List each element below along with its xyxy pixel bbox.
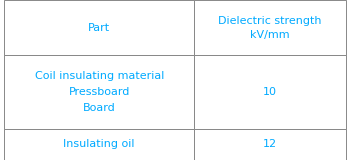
- Bar: [194, 0, 346, 55]
- Text: Insulating oil: Insulating oil: [63, 139, 135, 149]
- Text: Dielectric strength
kV/mm: Dielectric strength kV/mm: [218, 16, 322, 40]
- Bar: [194, 55, 346, 129]
- Bar: [4, 0, 194, 55]
- Bar: [194, 129, 346, 160]
- Bar: [4, 129, 194, 160]
- Text: 12: 12: [263, 139, 277, 149]
- Bar: [4, 55, 194, 129]
- Text: 10: 10: [263, 87, 277, 97]
- Text: Part: Part: [88, 23, 110, 33]
- Text: Coil insulating material
Pressboard
Board: Coil insulating material Pressboard Boar…: [35, 71, 164, 113]
